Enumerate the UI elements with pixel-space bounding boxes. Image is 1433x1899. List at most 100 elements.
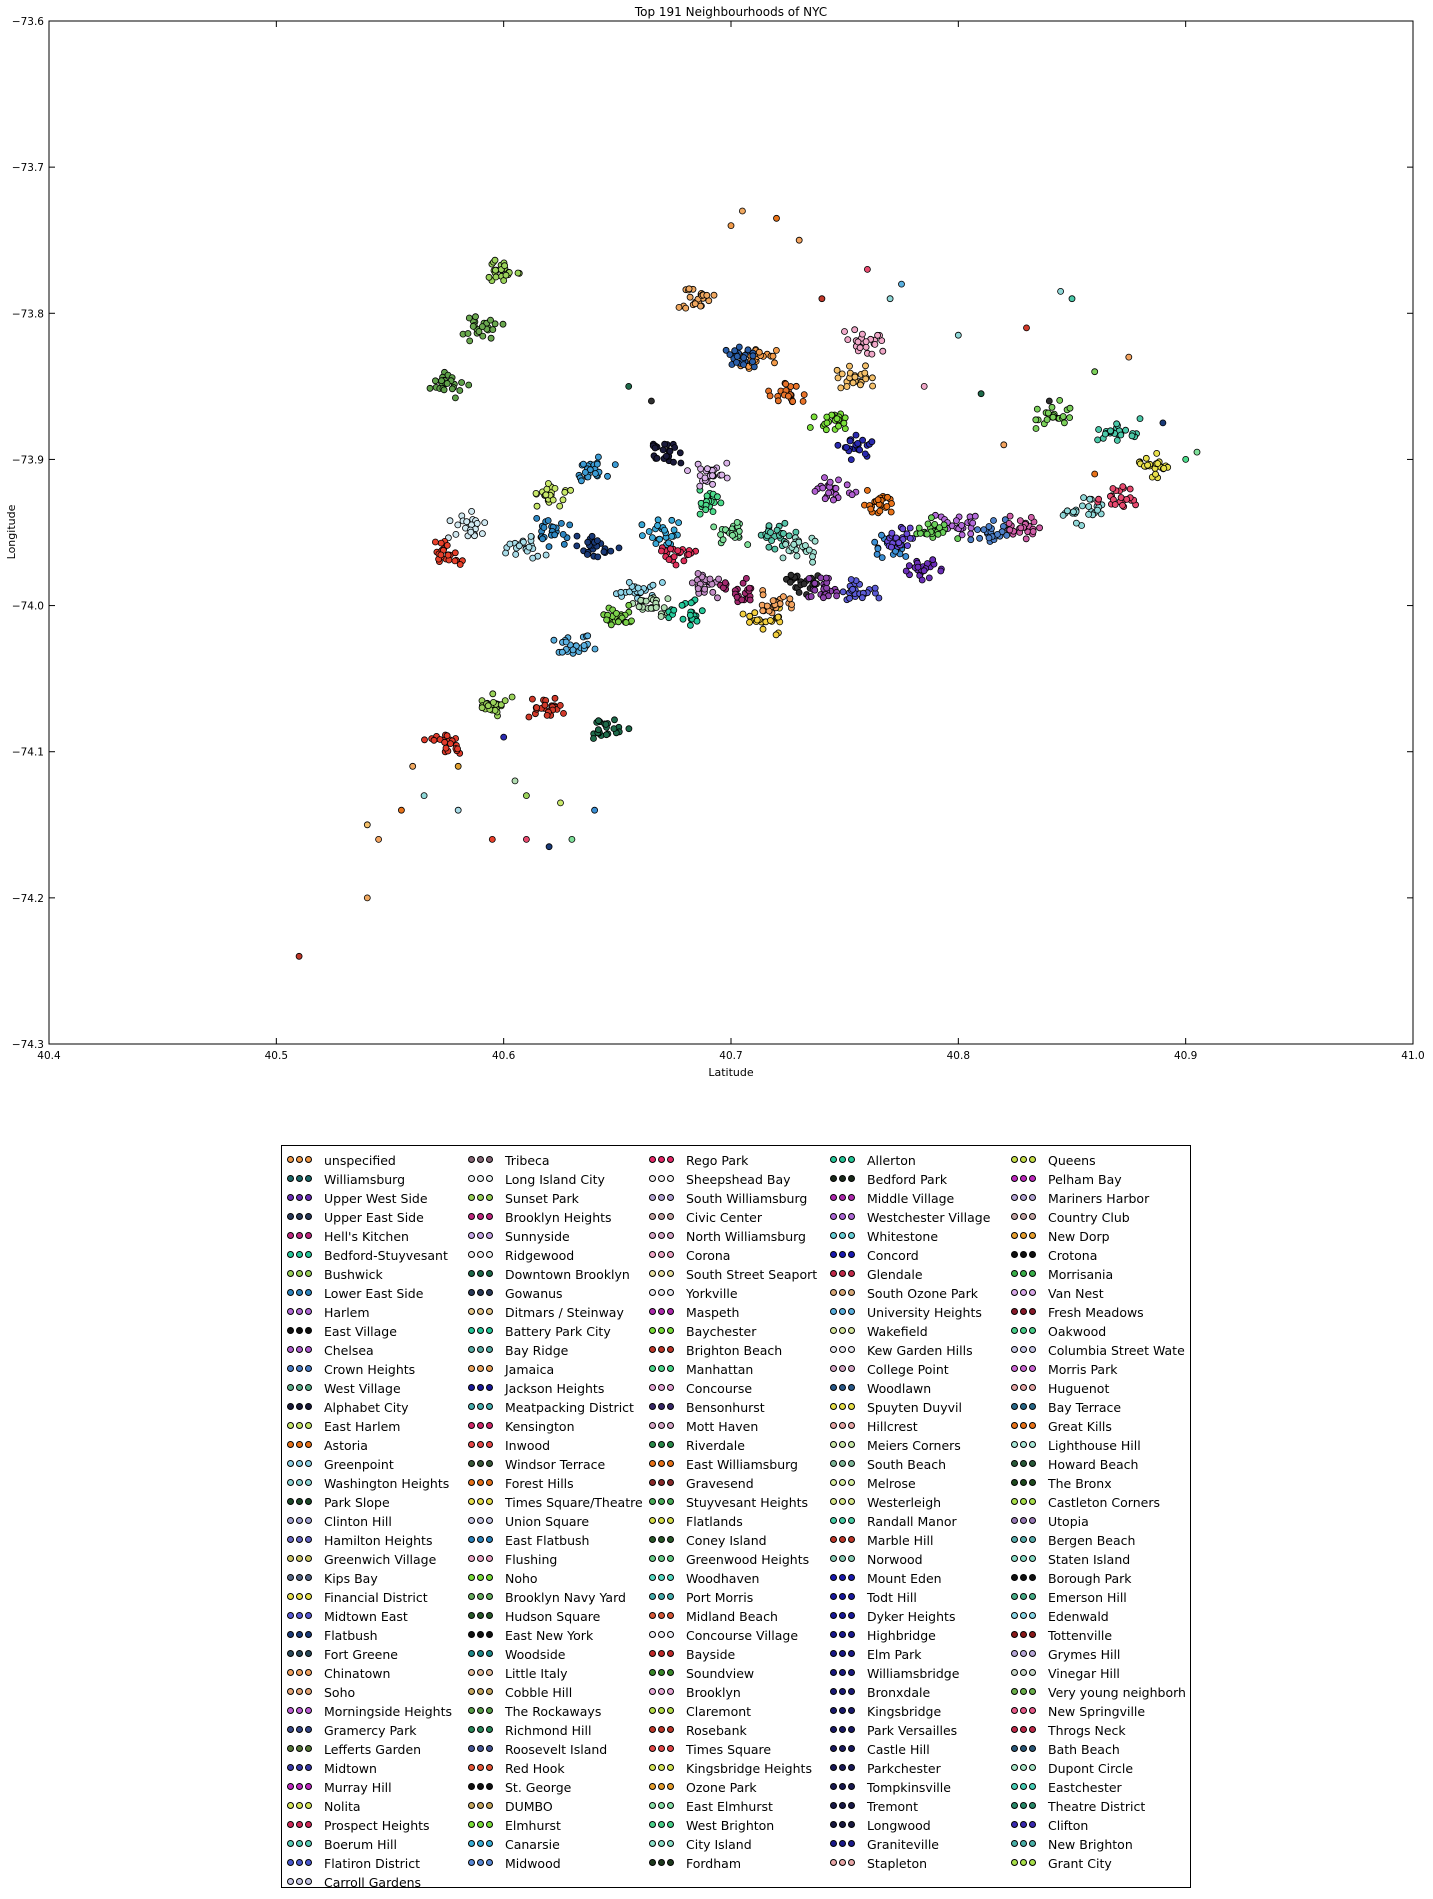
legend-marker [667,1156,674,1163]
data-point [1016,517,1024,524]
data-point [1048,403,1056,411]
data-point [768,537,775,544]
data-point [854,338,862,346]
data-point [593,460,601,468]
legend-marker [649,1460,656,1467]
data-point [602,721,610,728]
legend-label: Rosebank [686,1723,747,1738]
legend-label: West Village [324,1381,401,1396]
data-point [668,533,676,540]
legend-label: Kingsbridge [867,1704,942,1719]
legend-marker [486,1650,493,1657]
legend-marker [667,1270,674,1277]
data-point [430,736,438,744]
data-point [953,517,960,524]
legend-marker [1020,1555,1027,1562]
data-point [821,495,829,503]
legend-marker [486,1156,493,1163]
legend-label: Hudson Square [505,1609,601,1624]
data-point [769,352,777,360]
legend-marker [468,1251,475,1258]
legend-marker [468,1384,475,1391]
legend-marker [1020,1403,1027,1410]
scatter-chart: 40.4 40.5 40.6 40.7 40.8 40.9 41.0 −73.6 −73.7 −7… [5,5,1425,1079]
legend-marker [649,1707,656,1714]
legend-label: Todt Hill [867,1590,917,1605]
data-point [924,520,932,528]
data-point [792,382,800,390]
legend-label: Bronxdale [867,1685,931,1700]
data-point [787,571,795,579]
data-point [615,618,622,626]
legend-marker [477,1574,484,1581]
data-point [668,516,676,524]
data-point [719,536,727,544]
data-point [662,452,670,460]
data-point [709,480,716,488]
legend-marker [1029,1821,1036,1828]
legend-marker [486,1441,493,1448]
legend-marker [839,1289,846,1296]
legend-marker [1029,1403,1036,1410]
legend-label: Castle Hill [867,1742,930,1757]
data-point [1085,503,1093,510]
data-point [906,524,914,532]
legend-marker [658,1479,665,1486]
data-point [886,295,894,303]
legend-label: The Rockaways [505,1704,602,1719]
legend-marker [839,1802,846,1809]
legend-marker [287,1802,294,1809]
data-point [822,574,830,582]
legend-marker [1029,1422,1036,1429]
legend-label: Queens [1048,1153,1096,1168]
legend-label: Wakefield [867,1324,928,1339]
legend-marker [839,1422,846,1429]
legend-marker [649,1802,656,1809]
legend-marker [477,1365,484,1372]
legend-label: Boerum Hill [324,1837,397,1852]
legend-label: Corona [686,1248,731,1263]
legend-marker [1029,1802,1036,1809]
legend-marker [667,1251,674,1258]
legend-marker [1020,1460,1027,1467]
legend-label: Williamsburg [324,1172,406,1187]
data-point [549,496,557,504]
legend-label: Eastchester [1048,1780,1122,1795]
legend-label: Claremont [686,1704,752,1719]
legend-label: St. George [505,1780,572,1795]
legend-label: Morrisania [1048,1267,1114,1282]
legend-marker [477,1251,484,1258]
data-point [795,589,803,596]
data-point [539,535,546,543]
data-point [1056,396,1064,404]
data-point [802,542,809,549]
legend-label: Mount Eden [867,1571,942,1586]
legend-marker [649,1688,656,1695]
legend-marker [667,1289,674,1296]
data-point [931,521,939,528]
legend-marker [649,1289,656,1296]
data-point [670,458,677,466]
legend-marker [667,1479,674,1486]
legend-marker [477,1232,484,1239]
legend-label: Crown Heights [324,1362,416,1377]
legend-marker [287,1498,294,1505]
data-point [665,539,672,547]
data-point [667,545,674,553]
y-tick-label: −74.3 [12,1039,44,1051]
data-point [759,607,767,615]
data-point [1117,494,1125,501]
legend-marker [1020,1821,1027,1828]
legend-marker [287,1479,294,1486]
data-point [789,397,797,405]
legend-marker [1029,1650,1036,1657]
data-point [895,539,903,547]
data-point [1043,416,1051,424]
legend-marker [287,1669,294,1676]
data-point [573,542,581,550]
legend-marker [848,1175,855,1182]
legend-marker [305,1289,312,1296]
legend-marker [486,1631,493,1638]
legend-marker [1011,1669,1018,1676]
data-point [746,596,754,604]
